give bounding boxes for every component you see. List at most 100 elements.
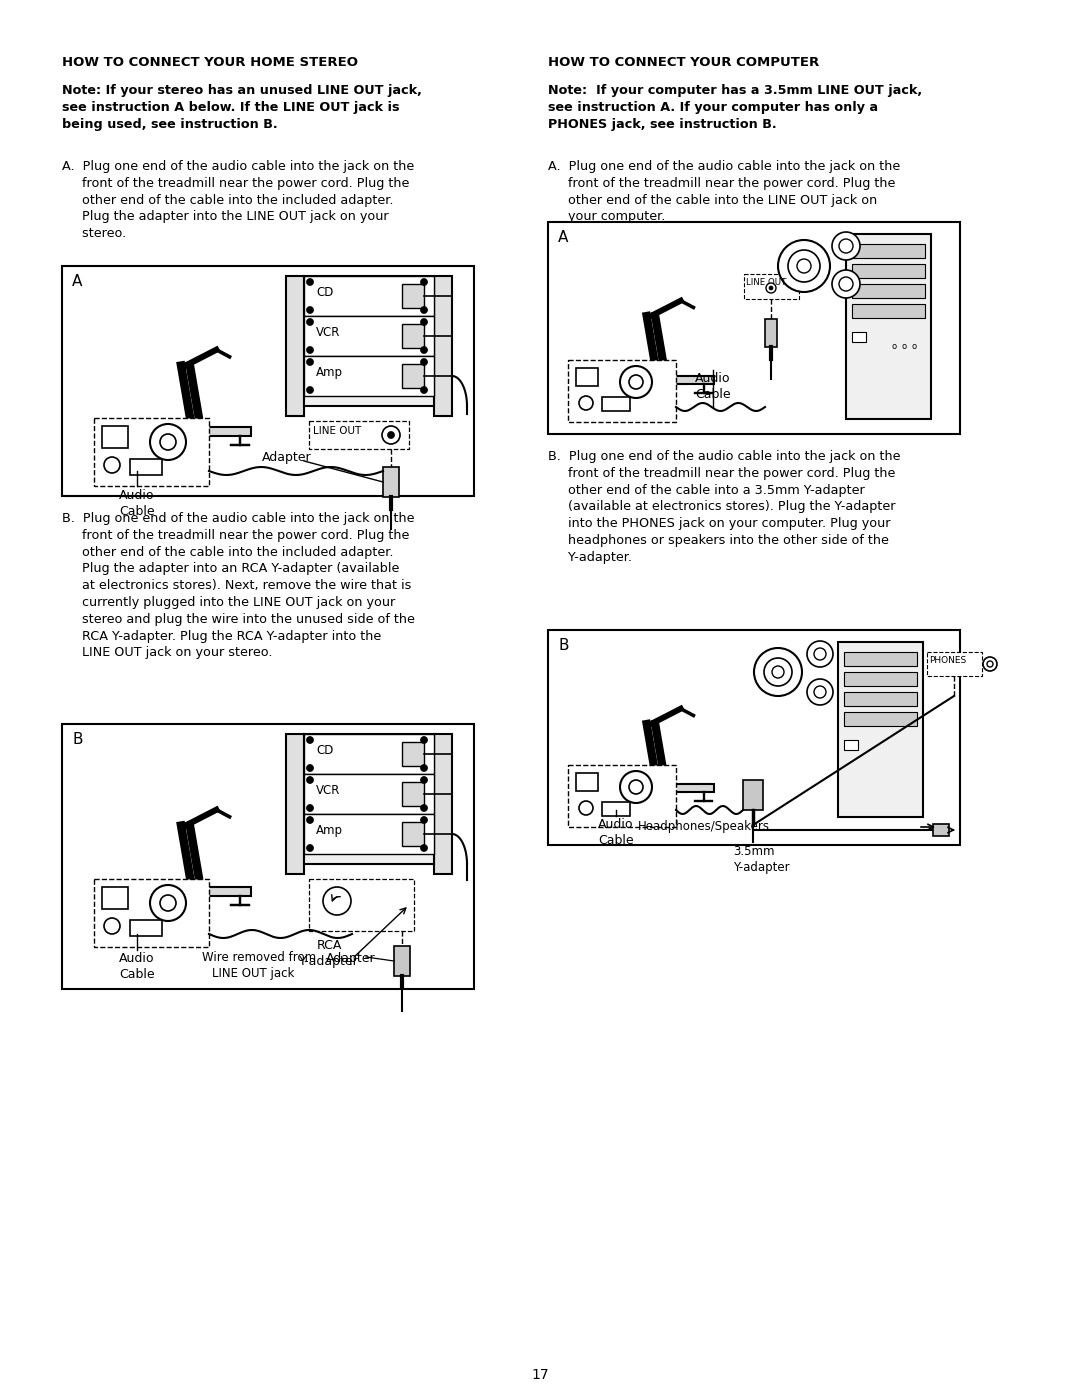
Bar (402, 284, 424, 307)
Circle shape (307, 777, 313, 784)
Bar (933, 824, 949, 835)
Bar (402, 821, 424, 847)
Text: Audio
Cable: Audio Cable (598, 819, 634, 847)
Circle shape (420, 845, 428, 852)
Bar (110, 427, 251, 436)
Circle shape (307, 816, 313, 823)
Text: 3.5mm
Y-adapter: 3.5mm Y-adapter (733, 845, 789, 875)
Bar (568, 360, 676, 422)
Text: Wire removed from: Wire removed from (202, 951, 316, 964)
Bar (286, 733, 303, 875)
Bar (130, 921, 162, 936)
Circle shape (769, 286, 773, 291)
Bar (303, 277, 434, 407)
Bar (852, 244, 924, 258)
Bar (94, 879, 210, 947)
Circle shape (104, 457, 120, 474)
Circle shape (814, 686, 826, 698)
Circle shape (150, 886, 186, 921)
Circle shape (420, 359, 428, 366)
Bar (548, 630, 960, 845)
Bar (394, 946, 410, 977)
Bar (309, 879, 414, 930)
Text: A.  Plug one end of the audio cable into the jack on the
     front of the tread: A. Plug one end of the audio cable into … (548, 161, 901, 224)
Bar (402, 742, 424, 766)
Text: 17: 17 (531, 1368, 549, 1382)
Bar (846, 235, 931, 419)
Circle shape (307, 359, 313, 366)
Circle shape (797, 258, 811, 272)
Text: HOW TO CONNECT YOUR COMPUTER: HOW TO CONNECT YOUR COMPUTER (548, 56, 820, 68)
Bar (576, 773, 598, 791)
Bar (286, 277, 303, 416)
Text: VCR: VCR (316, 784, 340, 798)
Circle shape (839, 277, 853, 291)
Circle shape (987, 661, 993, 666)
Circle shape (772, 666, 784, 678)
Bar (548, 222, 960, 434)
Text: RCA
Y-adapter: RCA Y-adapter (299, 939, 359, 968)
Text: HOW TO CONNECT YOUR HOME STEREO: HOW TO CONNECT YOUR HOME STEREO (62, 56, 357, 68)
Circle shape (307, 736, 313, 743)
Bar (110, 887, 251, 895)
Bar (303, 733, 434, 863)
Circle shape (420, 816, 428, 823)
Circle shape (579, 395, 593, 409)
Text: o: o (891, 342, 896, 351)
Circle shape (150, 425, 186, 460)
Text: A: A (558, 231, 568, 244)
Circle shape (629, 780, 643, 793)
Text: Note:  If your computer has a 3.5mm LINE OUT jack,
see instruction A. If your co: Note: If your computer has a 3.5mm LINE … (548, 84, 922, 130)
Bar (578, 376, 714, 384)
Circle shape (388, 432, 394, 439)
Circle shape (420, 278, 428, 285)
Circle shape (420, 777, 428, 784)
Bar (576, 367, 598, 386)
Circle shape (778, 240, 831, 292)
Bar (843, 740, 858, 750)
Text: LINE OUT jack: LINE OUT jack (212, 967, 295, 981)
Text: PHONES: PHONES (929, 657, 967, 665)
Bar (303, 774, 434, 814)
Text: Audio
Cable: Audio Cable (696, 372, 731, 401)
Bar (434, 277, 453, 416)
Text: Note: If your stereo has an unused LINE OUT jack,
see instruction A below. If th: Note: If your stereo has an unused LINE … (62, 84, 422, 130)
Bar (852, 284, 924, 298)
Circle shape (307, 845, 313, 852)
Circle shape (420, 764, 428, 771)
Circle shape (420, 346, 428, 353)
Circle shape (420, 306, 428, 313)
Bar (402, 782, 424, 806)
Circle shape (323, 887, 351, 915)
Bar (852, 305, 924, 319)
Circle shape (788, 250, 820, 282)
Bar (303, 356, 434, 395)
Text: B: B (72, 732, 82, 747)
Bar (62, 724, 474, 989)
Circle shape (420, 319, 428, 326)
Bar (602, 802, 630, 816)
Bar (102, 887, 129, 909)
Text: Audio
Cable: Audio Cable (119, 489, 154, 518)
Circle shape (307, 387, 313, 394)
Bar (309, 420, 409, 448)
Circle shape (766, 284, 777, 293)
Text: Adapter: Adapter (326, 951, 376, 965)
Bar (303, 733, 434, 774)
Bar (838, 643, 923, 817)
Circle shape (832, 270, 860, 298)
Text: Headphones/Speakers: Headphones/Speakers (638, 820, 770, 833)
Bar (843, 692, 917, 705)
Bar (743, 780, 762, 810)
Bar (852, 332, 866, 342)
Circle shape (764, 658, 792, 686)
Text: Adapter: Adapter (262, 451, 312, 464)
Circle shape (807, 679, 833, 705)
Text: B.  Plug one end of the audio cable into the jack on the
     front of the tread: B. Plug one end of the audio cable into … (62, 511, 415, 659)
Bar (744, 274, 799, 299)
Text: Amp: Amp (316, 366, 343, 379)
Bar (102, 426, 129, 448)
Circle shape (420, 805, 428, 812)
Bar (568, 766, 676, 827)
Bar (852, 264, 924, 278)
